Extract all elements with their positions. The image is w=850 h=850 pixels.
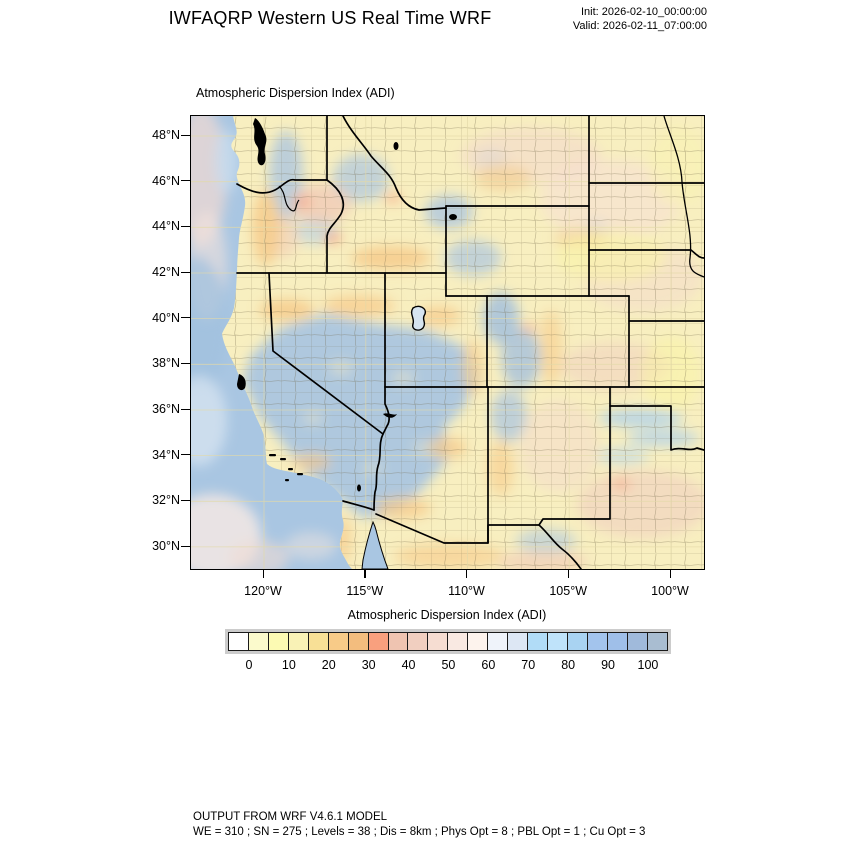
missouri-river — [663, 116, 704, 278]
puget-sound — [253, 118, 267, 166]
colorbar-cell — [527, 632, 548, 651]
adi-map — [191, 116, 704, 569]
colorbar-cell — [547, 632, 568, 651]
lat-tick-label: 32°N — [152, 493, 180, 508]
lon-tick-label: 115°W — [346, 584, 384, 598]
colorbar-tick-label: 50 — [441, 658, 456, 672]
lon-tick-mark — [567, 569, 569, 578]
lon-tick-mark — [262, 569, 264, 578]
run-info-block: Init: 2026-02-10_00:00:00 Valid: 2026-02… — [573, 6, 707, 33]
colorbar-cell — [347, 632, 369, 651]
lat-tick-label: 46°N — [152, 173, 180, 188]
lat-tick-label: 40°N — [152, 310, 180, 325]
colorbar-tick-label: 0 — [245, 658, 253, 672]
colorbar-cell — [367, 632, 389, 651]
colorbar-tick-label: 20 — [321, 658, 336, 672]
colorbar-cell — [427, 632, 449, 651]
footer-config-line: WE = 310 ; SN = 275 ; Levels = 38 ; Dis … — [193, 825, 646, 838]
lon-tick-mark — [466, 569, 468, 578]
water-bodies — [237, 116, 704, 569]
lat-tick-mark — [181, 545, 190, 547]
lat-tick-label: 48°N — [152, 128, 180, 142]
flathead-lake — [393, 142, 399, 150]
state-borders — [236, 116, 704, 569]
lat-tick-label: 30°N — [152, 539, 180, 553]
lat-tick-mark — [181, 271, 190, 273]
yellowstone-lake — [449, 214, 457, 220]
lon-tick-mark — [669, 569, 671, 578]
colorbar-cell — [267, 632, 289, 651]
colorbar-cell — [507, 632, 529, 651]
colorbar-title: Atmospheric Dispersion Index (ADI) — [347, 608, 547, 622]
colorbar-tick-label: 70 — [521, 658, 536, 672]
colorbar-cell — [566, 632, 588, 651]
lat-tick-mark — [181, 454, 190, 456]
colorbar-cell — [646, 632, 668, 651]
lat-tick-label: 42°N — [152, 265, 180, 279]
gulf-of-california — [361, 520, 389, 569]
colorbar-cell — [467, 632, 489, 651]
lat-tick-label: 38°N — [152, 356, 180, 371]
footer-block: OUTPUT FROM WRF V4.6.1 MODEL WE = 310 ; … — [193, 810, 645, 839]
land-layer — [222, 116, 704, 569]
lat-tick-label: 44°N — [152, 219, 180, 234]
colorbar-cell — [407, 632, 429, 651]
colorbar-tick-label: 100 — [637, 658, 659, 672]
colorbar-cell — [247, 632, 269, 651]
lat-tick-mark — [181, 499, 190, 502]
map-plot-area — [190, 115, 705, 570]
lat-tick-label: 36°N — [152, 402, 180, 416]
colorbar — [225, 629, 671, 654]
colorbar-cell — [487, 632, 509, 651]
colorbar-cell — [447, 632, 469, 651]
init-time-label: Init: 2026-02-10_00:00:00 — [581, 6, 707, 18]
map-subtitle: Atmospheric Dispersion Index (ADI) — [196, 86, 395, 100]
lon-tick-label: 110°W — [448, 584, 485, 598]
lat-tick-mark — [181, 362, 190, 365]
lon-tick-mark — [364, 569, 366, 578]
colorbar-tick-label: 10 — [281, 658, 296, 672]
lon-tick-label: 100°W — [651, 584, 689, 598]
colorbar-tick-label: 40 — [401, 658, 416, 672]
colorbar-cell — [626, 632, 648, 651]
colorbar-cell — [327, 632, 349, 651]
page-title: IWFAQRP Western US Real Time WRF — [168, 8, 492, 28]
lat-tick-mark — [181, 317, 190, 319]
lat-tick-label: 34°N — [152, 447, 180, 462]
great-salt-lake — [410, 305, 426, 331]
lake-mead — [383, 413, 397, 418]
lon-tick-label: 120°W — [244, 584, 282, 598]
lat-tick-mark — [181, 180, 190, 182]
colorbar-tick-label: 90 — [601, 658, 615, 672]
lat-tick-mark — [181, 134, 190, 136]
colorbar-cell — [287, 632, 309, 651]
colorbar-tick-label: 80 — [561, 658, 576, 672]
colorbar-tick-label: 60 — [481, 658, 496, 672]
columbia-river — [278, 185, 300, 212]
colorbar-cell — [387, 632, 409, 651]
colorbar-cell — [586, 632, 608, 651]
colorbar-cell — [228, 632, 249, 651]
colorbar-tick-label: 30 — [361, 658, 376, 672]
channel-islands — [269, 454, 303, 482]
valid-time-label: Valid: 2026-02-11_07:00:00 — [572, 19, 707, 32]
san-francisco-bay — [237, 374, 246, 391]
footer-model-line: OUTPUT FROM WRF V4.6.1 MODEL — [193, 811, 388, 823]
lat-tick-mark — [181, 408, 190, 410]
lon-tick-label: 105°W — [549, 584, 588, 598]
lat-tick-mark — [181, 225, 190, 228]
colorbar-cell — [606, 632, 628, 651]
colorbar-cell — [307, 632, 329, 651]
graticule — [191, 116, 704, 569]
salton-sea — [357, 484, 361, 492]
